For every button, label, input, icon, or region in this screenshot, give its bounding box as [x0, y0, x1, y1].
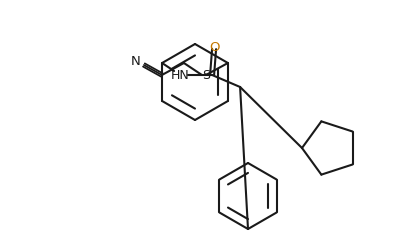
- Text: N: N: [131, 55, 141, 67]
- Text: HN: HN: [171, 68, 189, 81]
- Text: S: S: [202, 68, 210, 81]
- Text: O: O: [209, 41, 219, 54]
